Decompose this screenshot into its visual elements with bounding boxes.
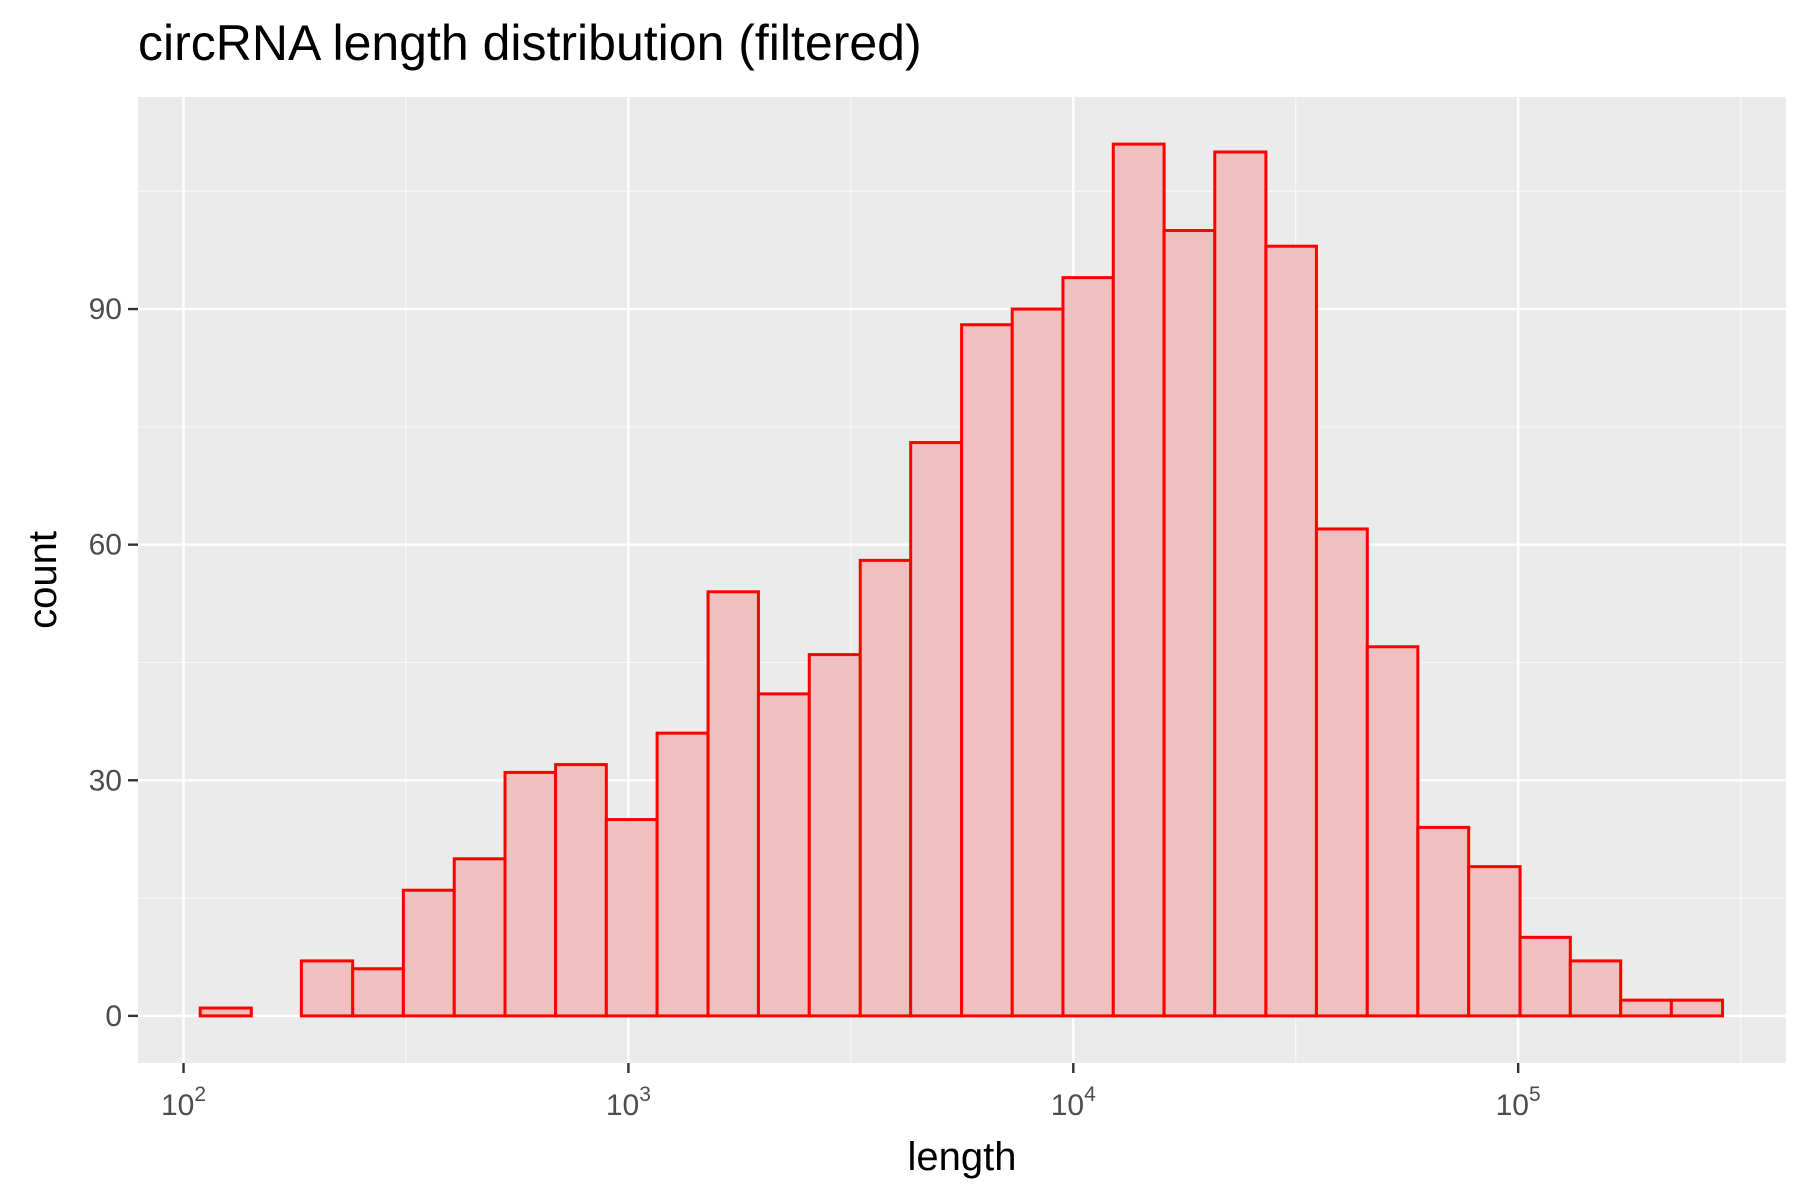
- histogram-bar: [1669, 998, 1725, 1018]
- histogram-bar: [756, 692, 811, 1018]
- histogram-bar: [909, 441, 964, 1018]
- y-tick-label: 60: [89, 529, 122, 562]
- histogram-bar: [1162, 229, 1217, 1018]
- histogram-bar: [1568, 959, 1623, 1018]
- y-tick-label: 90: [89, 293, 122, 326]
- histogram-bar: [1010, 307, 1065, 1018]
- x-tick-label: 103: [606, 1083, 651, 1122]
- histogram-bar: [1213, 150, 1268, 1018]
- histogram-bar: [706, 590, 760, 1018]
- histogram-bar: [960, 323, 1014, 1018]
- histogram-bar: [1264, 244, 1318, 1018]
- x-tick-label: 104: [1051, 1083, 1096, 1122]
- histogram-bar: [554, 763, 608, 1018]
- histogram-bars: [198, 142, 1725, 1018]
- histogram-bar: [1061, 276, 1115, 1018]
- histogram-bar: [655, 731, 710, 1018]
- histogram-bar: [1416, 825, 1471, 1018]
- chart-title: circRNA length distribution (filtered): [138, 15, 922, 71]
- histogram-bar: [1619, 998, 1673, 1018]
- histogram-bar: [1518, 935, 1572, 1018]
- histogram-bar: [604, 818, 659, 1018]
- y-axis-title: count: [21, 531, 65, 629]
- histogram-bar: [858, 558, 913, 1018]
- histogram-bar: [1365, 645, 1420, 1018]
- y-tick-label: 30: [89, 764, 122, 797]
- x-tick-label: 105: [1496, 1083, 1541, 1122]
- histogram-bar: [1111, 142, 1166, 1018]
- x-tick-label: 102: [161, 1083, 206, 1122]
- histogram-bar: [299, 959, 355, 1018]
- x-axis: 102 103 104 105: [161, 1063, 1541, 1122]
- y-tick-label: 0: [105, 1000, 122, 1033]
- histogram-bar: [503, 770, 558, 1018]
- histogram-bar: [807, 653, 862, 1018]
- histogram-bar: [198, 1006, 253, 1018]
- histogram-bar: [1314, 527, 1369, 1018]
- y-axis: 0 30 60 90: [89, 293, 138, 1033]
- histogram-bar: [1467, 865, 1522, 1018]
- histogram-bar: [351, 967, 405, 1018]
- histogram-bar: [452, 857, 507, 1018]
- x-axis-title: length: [908, 1135, 1017, 1179]
- histogram-bar: [401, 888, 456, 1018]
